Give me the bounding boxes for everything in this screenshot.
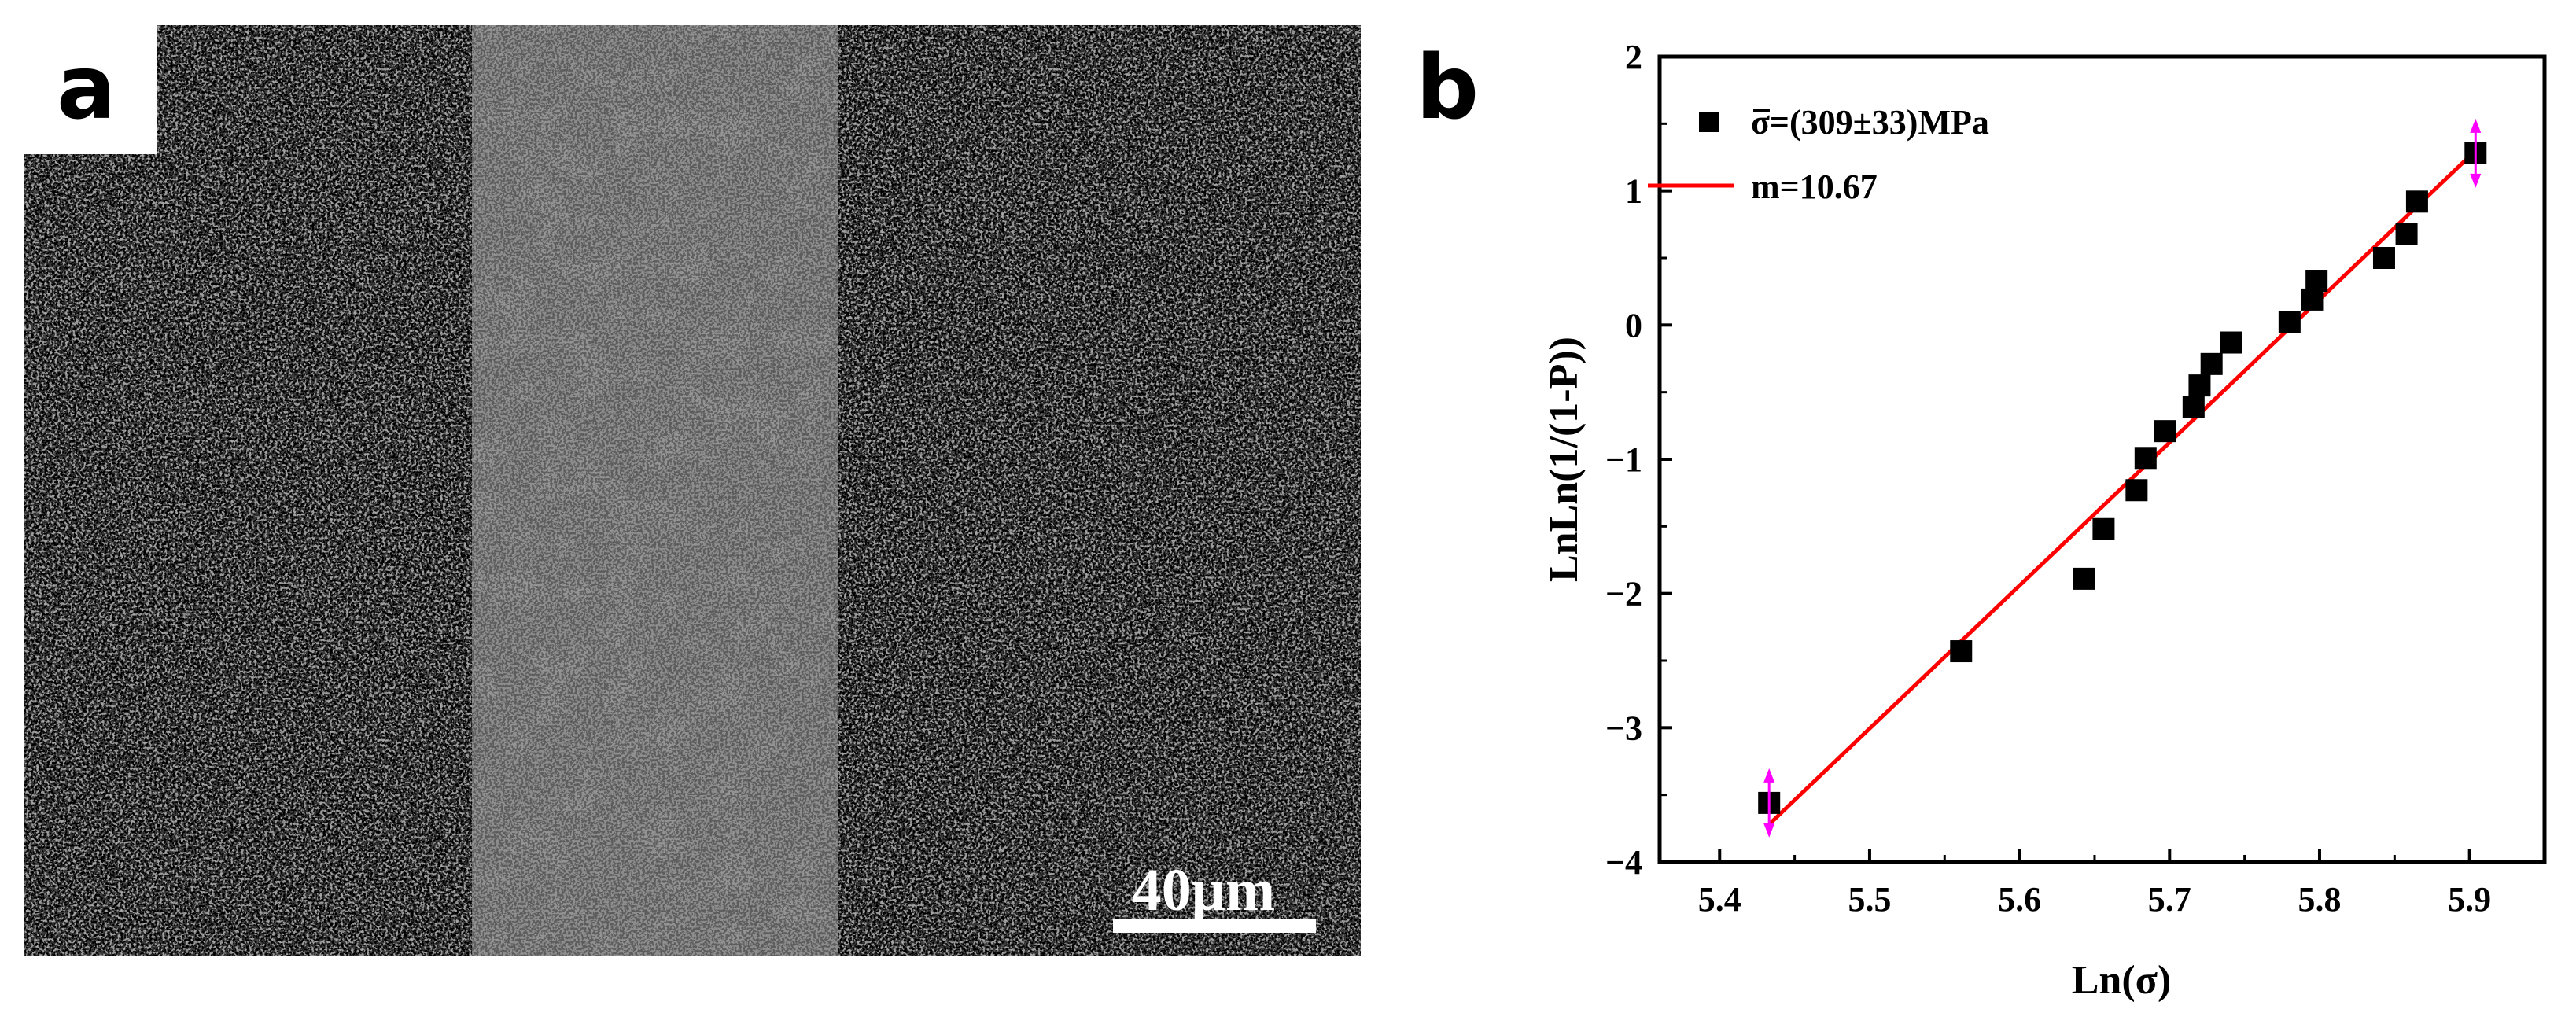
y-tick-label: −4: [1605, 843, 1642, 882]
data-point: [2125, 479, 2148, 502]
data-point: [2395, 223, 2418, 245]
data-point: [2134, 447, 2157, 470]
y-tick-label: −3: [1605, 709, 1642, 747]
data-point: [2372, 247, 2395, 269]
legend-marker-square: [1699, 112, 1719, 132]
data-point: [2405, 190, 2428, 213]
data-point: [2188, 374, 2211, 397]
scale-bar-label: 40μm: [1132, 857, 1275, 923]
x-tick-label: 5.7: [2148, 880, 2191, 919]
micrograph-image: a 40μm: [24, 25, 1361, 956]
y-axis-title: LnLn(1/(1-P)): [1542, 337, 1587, 582]
axis-ticks: 5.4 5.5 5.6 5.7 5.8 5.9 −4 −3 −2 −1 0 1 2: [1605, 38, 2491, 919]
panel-a-label: a: [57, 37, 116, 139]
data-point: [2278, 311, 2301, 333]
scale-bar-line: [1113, 919, 1316, 933]
x-tick-label: 5.5: [1848, 880, 1891, 919]
x-tick-label: 5.8: [2298, 880, 2341, 919]
data-point: [2301, 288, 2324, 311]
weibull-chart: b 5.4 5.5 5.6 5.7 5.8 5.9 −4 −3 −2 −1 0 1 2 σ=(309±3…: [1416, 37, 2547, 1003]
data-point: [2200, 352, 2223, 375]
fit-line: [1767, 149, 2478, 827]
endpoint-arrow-head-up: [1763, 768, 1775, 783]
y-tick-label: 2: [1625, 38, 1642, 76]
endpoint-arrows: [1763, 118, 2482, 838]
endpoint-arrow-head-up: [2470, 118, 2482, 133]
legend-label-fit: m=10.67: [1751, 168, 1878, 206]
x-axis-title: Ln(σ): [2072, 958, 2172, 1003]
data-point: [2073, 567, 2095, 590]
y-tick-label: 1: [1625, 172, 1642, 211]
y-tick-label: −1: [1605, 440, 1642, 479]
x-tick-label: 5.4: [1698, 880, 1741, 919]
data-point: [2154, 420, 2176, 443]
data-point: [1950, 640, 1973, 663]
x-tick-label: 5.6: [1998, 880, 2041, 919]
data-point: [2182, 396, 2205, 418]
x-tick-label: 5.9: [2448, 880, 2491, 919]
data-point: [2305, 270, 2328, 293]
data-points: [1758, 142, 2487, 814]
legend: σ=(309±33)MPa m=10.67: [1648, 103, 1989, 206]
panel-b-chart: b 5.4 5.5 5.6 5.7 5.8 5.9 −4 −3 −2 −1 0 1 2 σ=(309±3…: [1384, 0, 2576, 1031]
endpoint-arrow-head-down: [2470, 173, 2482, 188]
legend-label-data: σ=(309±33)MPa: [1751, 103, 1989, 142]
y-tick-label: −2: [1605, 575, 1642, 613]
scale-bar: 40μm: [1113, 857, 1316, 933]
data-point: [2220, 331, 2242, 354]
endpoint-arrow-head-down: [1763, 823, 1775, 838]
fit-line-layer: [1767, 149, 2478, 827]
panel-a-micrograph: a 40μm: [24, 25, 1361, 956]
data-point: [2092, 518, 2115, 540]
y-tick-label: 0: [1625, 306, 1642, 344]
panel-b-label: b: [1416, 37, 1479, 139]
